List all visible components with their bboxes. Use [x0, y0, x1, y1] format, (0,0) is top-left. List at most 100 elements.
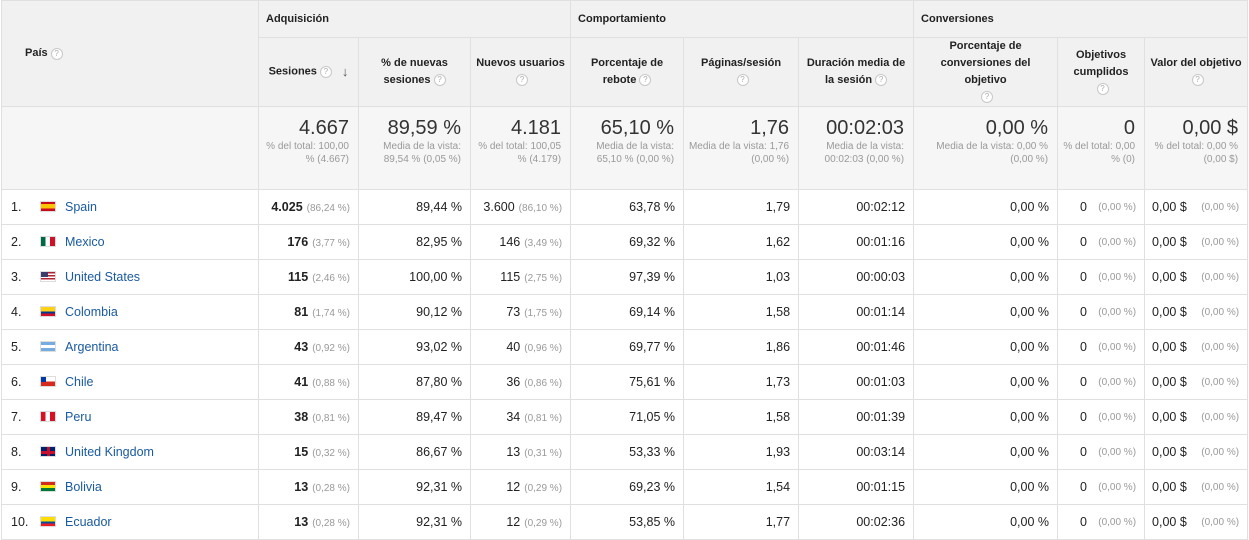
new-users-cell: 115 (2,75 %)	[469, 259, 572, 295]
row-index: 7.	[11, 410, 22, 424]
group-header-conversiones: Conversiones	[913, 0, 1249, 38]
help-icon[interactable]: ?	[736, 74, 749, 87]
column-header-duracion[interactable]: Duración media de la sesión?	[798, 37, 915, 107]
column-header-paginas[interactable]: Páginas/sesión?	[683, 37, 800, 107]
value-percent: (0,00 %)	[1201, 271, 1240, 283]
new-users-percent: (0,29 %)	[524, 483, 563, 494]
totals-row: 4.667% del total: 100,00 % (4.667) 89,59…	[1, 106, 1249, 190]
value-percent: (0,00 %)	[1201, 306, 1240, 318]
help-icon[interactable]: ?	[981, 91, 994, 104]
total-rebote: 65,10 % Media de la vista: 65,10 % (0,00 …	[570, 106, 685, 190]
column-header-objetivos-cumplidos[interactable]: Objetivos cumplidos?	[1057, 37, 1146, 107]
column-header-nuevos-usuarios[interactable]: Nuevos usuarios?	[469, 37, 572, 107]
help-icon[interactable]: ?	[319, 65, 332, 78]
country-link[interactable]: Peru	[65, 410, 92, 424]
help-icon[interactable]: ?	[875, 74, 888, 87]
country-link[interactable]: Colombia	[65, 305, 118, 319]
conversion-cell: 0,00 %	[913, 364, 1059, 400]
new-sessions-cell: 92,31 %	[358, 469, 471, 505]
total-value: 65,10 %	[600, 117, 675, 139]
country-link[interactable]: United States	[65, 270, 141, 284]
flag-pe-icon	[40, 411, 56, 422]
new-sessions-cell: 100,00 %	[358, 259, 471, 295]
group-header-adquisicion: Adquisición	[257, 0, 572, 38]
help-icon[interactable]: ?	[639, 74, 652, 87]
row-index: 9.	[11, 480, 22, 494]
goals-cell: 0 (0,00 %)	[1057, 294, 1146, 330]
column-header-conversion-objetivo[interactable]: Porcentaje de conversiones del objetivo?	[913, 37, 1059, 107]
total-value: 0,00 $	[1182, 117, 1239, 139]
total-valor-objetivo: 0,00 $% del total: 0,00 % (0,00 $)	[1144, 106, 1249, 190]
country-cell: 2. Mexico	[1, 224, 259, 260]
country-link[interactable]: Ecuador	[65, 515, 112, 529]
column-header-sesiones[interactable]: Sesiones? ↓	[258, 37, 359, 107]
help-icon[interactable]: ?	[516, 74, 529, 87]
value-cell: 0,00 $ (0,00 %)	[1144, 259, 1249, 295]
help-icon[interactable]: ?	[50, 47, 63, 60]
value-percent: (0,00 %)	[1201, 201, 1240, 213]
new-users-value: 12	[506, 515, 521, 529]
duration-cell: 00:01:46	[798, 329, 915, 365]
sessions-value: 38	[294, 410, 309, 424]
sessions-cell: 13 (0,28 %)	[258, 469, 359, 505]
conversion-cell: 0,00 %	[913, 329, 1059, 365]
total-value: 89,59 %	[387, 117, 461, 139]
total-sub: Media de la vista: 00:02:03 (0,00 %)	[824, 141, 905, 165]
column-header-pais[interactable]: País?	[1, 0, 259, 107]
bounce-cell: 97,39 %	[570, 259, 685, 295]
column-header-valor-objetivo[interactable]: Valor del objetivo?	[1144, 37, 1249, 107]
flag-cl-icon	[40, 376, 56, 387]
country-link[interactable]: Bolivia	[65, 480, 102, 494]
column-header-nuevas-sesiones[interactable]: % de nuevas sesiones?	[358, 37, 471, 107]
total-paginas: 1,76 Media de la vista: 1,76 (0,00 %)	[683, 106, 800, 190]
conversion-cell: 0,00 %	[913, 469, 1059, 505]
sessions-percent: (1,74 %)	[312, 308, 350, 319]
bounce-cell: 69,77 %	[570, 329, 685, 365]
help-icon[interactable]: ?	[1096, 82, 1109, 95]
sesiones-label: Sesiones	[268, 65, 317, 78]
country-cell: 1. Spain	[1, 189, 259, 225]
total-value: 0	[1123, 117, 1136, 139]
bounce-cell: 69,32 %	[570, 224, 685, 260]
total-objetivos-cumplidos: 0% del total: 0,00 % (0)	[1057, 106, 1146, 190]
help-icon[interactable]: ?	[1191, 74, 1204, 87]
sort-descending-icon[interactable]: ↓	[341, 64, 349, 80]
help-icon[interactable]: ?	[433, 74, 446, 87]
column-header-rebote[interactable]: Porcentaje de rebote?	[570, 37, 685, 107]
pages-cell: 1,79	[683, 189, 800, 225]
pais-label: País	[25, 47, 48, 60]
country-link[interactable]: Mexico	[65, 235, 105, 249]
goals-value: 0	[1080, 515, 1087, 529]
flag-es-icon	[40, 201, 56, 212]
new-users-cell: 34 (0,81 %)	[469, 399, 572, 435]
goal-value: 0,00 $	[1152, 270, 1187, 284]
new-users-value: 3.600	[483, 200, 515, 214]
country-link[interactable]: Argentina	[65, 340, 119, 354]
country-link[interactable]: United Kingdom	[65, 445, 154, 459]
duration-cell: 00:01:39	[798, 399, 915, 435]
bounce-cell: 53,85 %	[570, 504, 685, 540]
country-link[interactable]: Spain	[65, 200, 97, 214]
sessions-cell: 38 (0,81 %)	[258, 399, 359, 435]
new-users-percent: (86,10 %)	[518, 203, 563, 214]
flag-gb-icon	[40, 446, 56, 457]
sessions-cell: 4.025 (86,24 %)	[258, 189, 359, 225]
sessions-value: 43	[294, 340, 309, 354]
total-sub: % del total: 0,00 % (0)	[1063, 141, 1136, 165]
goals-percent: (0,00 %)	[1098, 411, 1137, 423]
goals-percent: (0,00 %)	[1098, 376, 1137, 388]
conversion-objetivo-label: Porcentaje de conversiones del objetivo	[940, 40, 1031, 86]
new-sessions-cell: 89,44 %	[358, 189, 471, 225]
conversion-cell: 0,00 %	[913, 189, 1059, 225]
goals-value: 0	[1080, 340, 1087, 354]
country-link[interactable]: Chile	[65, 375, 94, 389]
pages-cell: 1,54	[683, 469, 800, 505]
conversion-cell: 0,00 %	[913, 259, 1059, 295]
goal-value: 0,00 $	[1152, 305, 1187, 319]
new-sessions-cell: 87,80 %	[358, 364, 471, 400]
new-sessions-cell: 86,67 %	[358, 434, 471, 470]
new-users-percent: (2,75 %)	[524, 273, 563, 284]
sessions-cell: 13 (0,28 %)	[258, 504, 359, 540]
sessions-percent: (0,32 %)	[312, 448, 350, 459]
sessions-cell: 81 (1,74 %)	[258, 294, 359, 330]
